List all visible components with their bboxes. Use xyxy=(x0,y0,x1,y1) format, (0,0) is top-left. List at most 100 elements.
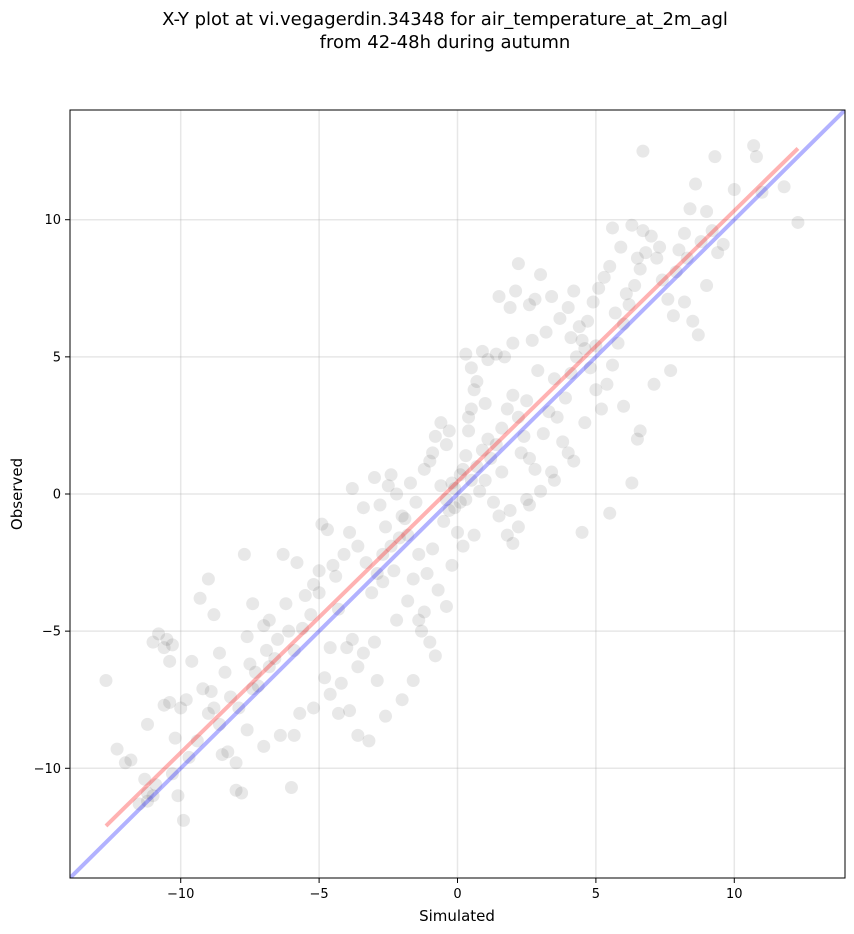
data-point xyxy=(124,753,138,767)
data-point xyxy=(146,789,160,803)
data-point xyxy=(581,314,595,328)
x-tick-label: 10 xyxy=(726,887,743,902)
data-point xyxy=(520,394,534,408)
data-point xyxy=(243,657,257,671)
data-point xyxy=(287,643,301,657)
y-tick-label: 0 xyxy=(53,488,61,503)
data-point xyxy=(323,687,337,701)
data-point xyxy=(459,347,473,361)
data-point xyxy=(503,503,517,517)
data-point xyxy=(196,682,210,696)
data-point xyxy=(237,547,251,561)
data-point xyxy=(376,547,390,561)
data-point xyxy=(174,701,188,715)
data-point xyxy=(522,298,536,312)
data-point xyxy=(514,446,528,460)
data-point xyxy=(110,742,124,756)
data-point xyxy=(547,473,561,487)
data-point xyxy=(307,578,321,592)
data-point xyxy=(320,523,334,537)
data-point xyxy=(362,734,376,748)
data-point xyxy=(312,564,326,578)
data-point xyxy=(473,484,487,498)
data-point xyxy=(367,635,381,649)
data-point xyxy=(467,383,481,397)
x-tick-label: −5 xyxy=(310,887,329,902)
data-point xyxy=(583,361,597,375)
data-point xyxy=(677,226,691,240)
data-point xyxy=(157,698,171,712)
data-point xyxy=(426,542,440,556)
data-point xyxy=(99,674,113,688)
data-point xyxy=(376,575,390,589)
data-point xyxy=(506,336,520,350)
data-point xyxy=(511,257,525,271)
data-points xyxy=(99,139,805,827)
data-point xyxy=(636,224,650,238)
data-point xyxy=(564,331,578,345)
data-point xyxy=(661,292,675,306)
data-point xyxy=(426,446,440,460)
data-point xyxy=(290,556,304,570)
data-point xyxy=(603,506,617,520)
data-point xyxy=(423,635,437,649)
data-point xyxy=(464,361,478,375)
data-point xyxy=(578,416,592,430)
data-point xyxy=(356,501,370,515)
data-point xyxy=(534,268,548,282)
data-point xyxy=(575,525,589,539)
data-point xyxy=(606,358,619,372)
data-point xyxy=(273,728,287,742)
data-point xyxy=(315,517,329,531)
data-point xyxy=(669,265,683,279)
data-point xyxy=(334,676,348,690)
data-point xyxy=(434,479,448,493)
data-point xyxy=(215,748,229,762)
data-point xyxy=(412,547,426,561)
data-point xyxy=(755,185,769,199)
x-axis-label: Simulated xyxy=(419,907,495,925)
data-point xyxy=(343,704,357,718)
data-point xyxy=(118,756,132,770)
data-point xyxy=(553,311,567,325)
data-point xyxy=(392,531,406,545)
data-point xyxy=(246,682,260,696)
data-point xyxy=(611,336,625,350)
data-point xyxy=(691,328,705,342)
data-point xyxy=(534,484,548,498)
data-point xyxy=(603,259,617,273)
data-point xyxy=(633,424,647,438)
data-point xyxy=(373,498,387,512)
data-point xyxy=(545,465,559,479)
data-point xyxy=(257,619,271,633)
data-point xyxy=(462,424,476,438)
data-point xyxy=(525,333,539,347)
data-point xyxy=(542,405,556,419)
data-point xyxy=(141,717,154,731)
data-point xyxy=(276,547,290,561)
data-point xyxy=(428,429,442,443)
data-point xyxy=(412,613,426,627)
data-point xyxy=(672,243,686,257)
data-point xyxy=(165,767,179,781)
data-point xyxy=(547,372,561,386)
data-point xyxy=(686,314,700,328)
data-point xyxy=(351,728,365,742)
data-point xyxy=(340,641,354,655)
data-point xyxy=(431,583,445,597)
data-point xyxy=(503,300,517,314)
data-point xyxy=(345,482,359,496)
data-point xyxy=(395,693,409,707)
data-point xyxy=(509,284,523,298)
data-point xyxy=(224,690,238,704)
data-point xyxy=(475,344,489,358)
data-point xyxy=(212,717,226,731)
data-point xyxy=(193,591,207,605)
y-tick-label: −10 xyxy=(34,762,61,777)
data-point xyxy=(185,654,199,668)
data-point xyxy=(589,383,603,397)
data-point xyxy=(531,364,545,378)
data-point xyxy=(528,292,542,306)
data-point xyxy=(478,396,492,410)
data-point xyxy=(539,325,553,339)
